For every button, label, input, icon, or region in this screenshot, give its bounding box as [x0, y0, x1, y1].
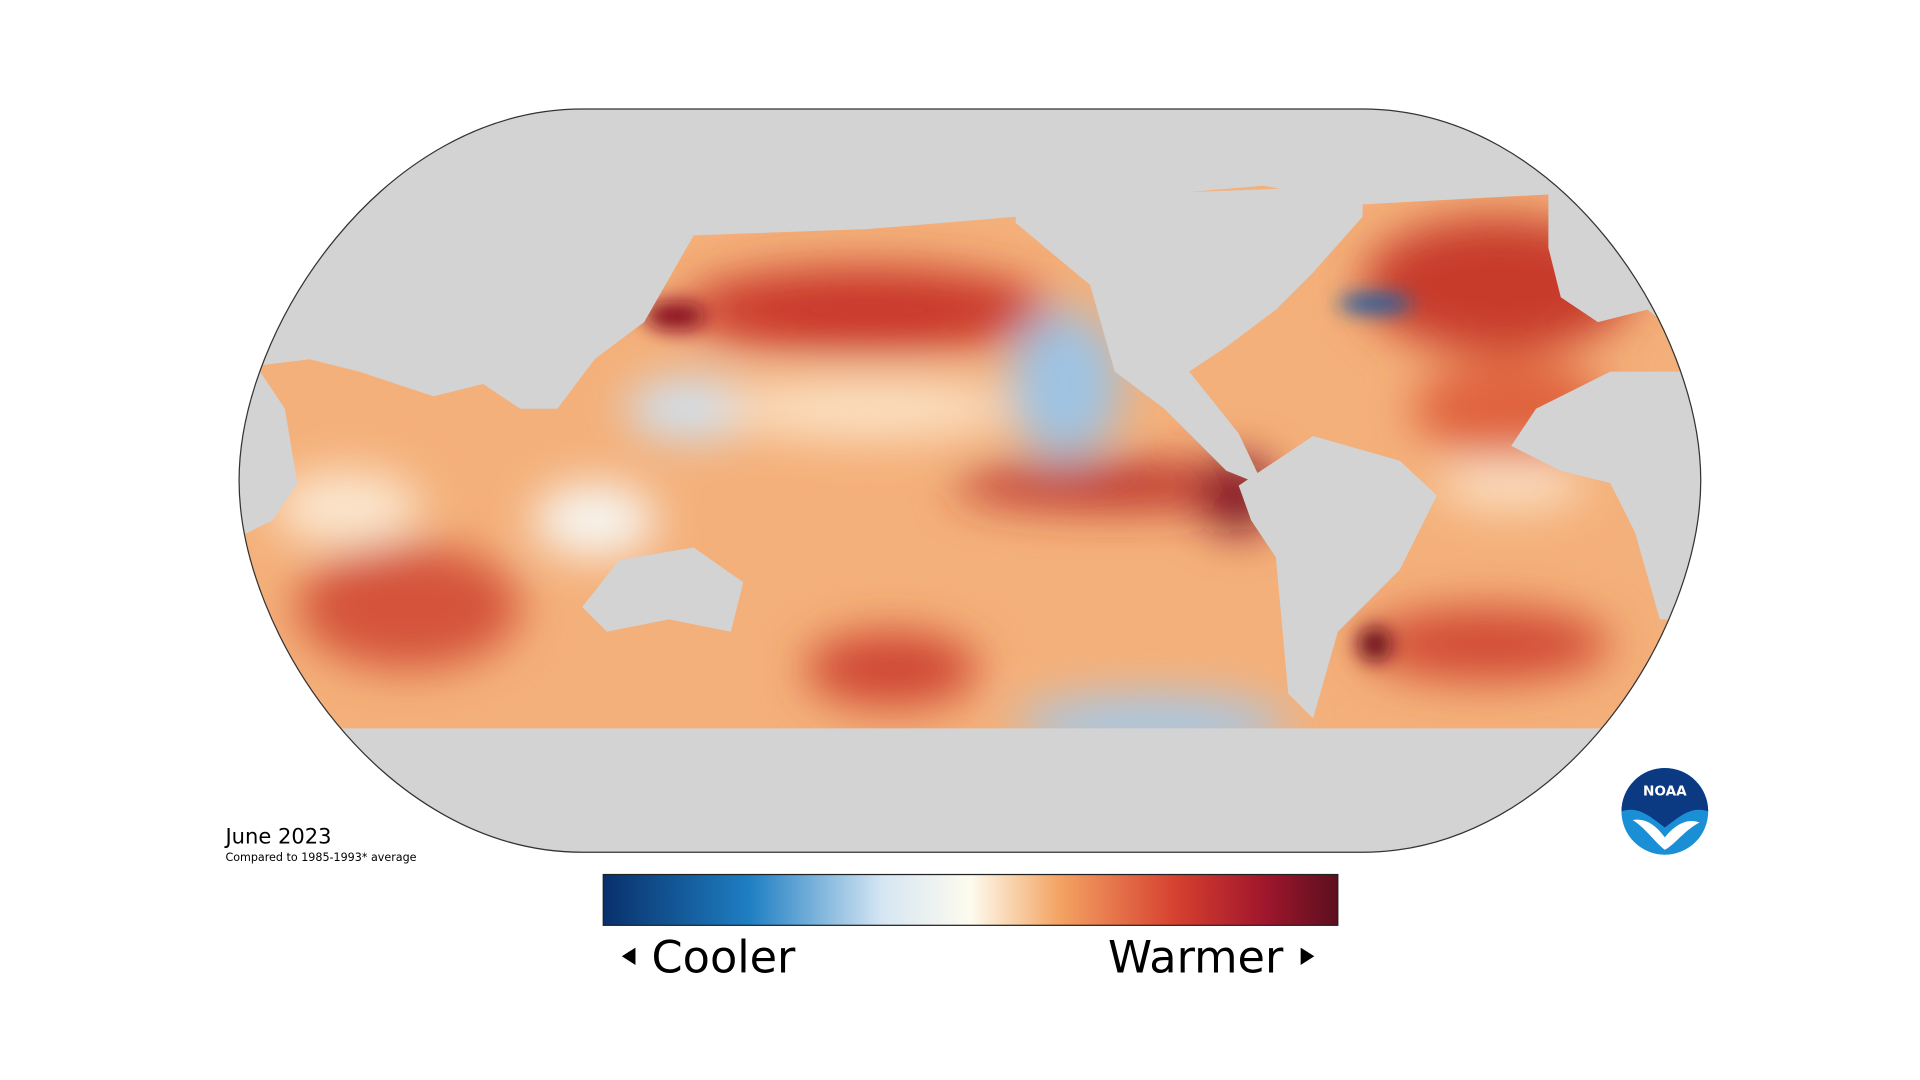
legend-high-label: Warmer — [1108, 931, 1284, 983]
noaa-logo: NOAA — [1621, 768, 1709, 855]
map-area — [239, 109, 1701, 853]
land — [239, 109, 1701, 853]
map-date: June 2023 — [223, 824, 331, 849]
figure-layer: June 2023 Compared to 1985-1993* average… — [223, 108, 1709, 983]
color-scale — [602, 873, 1339, 926]
logo-text: NOAA — [1643, 783, 1687, 799]
map-caption: Compared to 1985-1993* average — [225, 851, 416, 864]
legend-low-label: Cooler — [652, 931, 796, 983]
map-outline — [238, 108, 1702, 853]
low-arrow — [621, 947, 636, 965]
anomaly-details — [644, 293, 1413, 662]
high-arrow — [1300, 947, 1315, 965]
